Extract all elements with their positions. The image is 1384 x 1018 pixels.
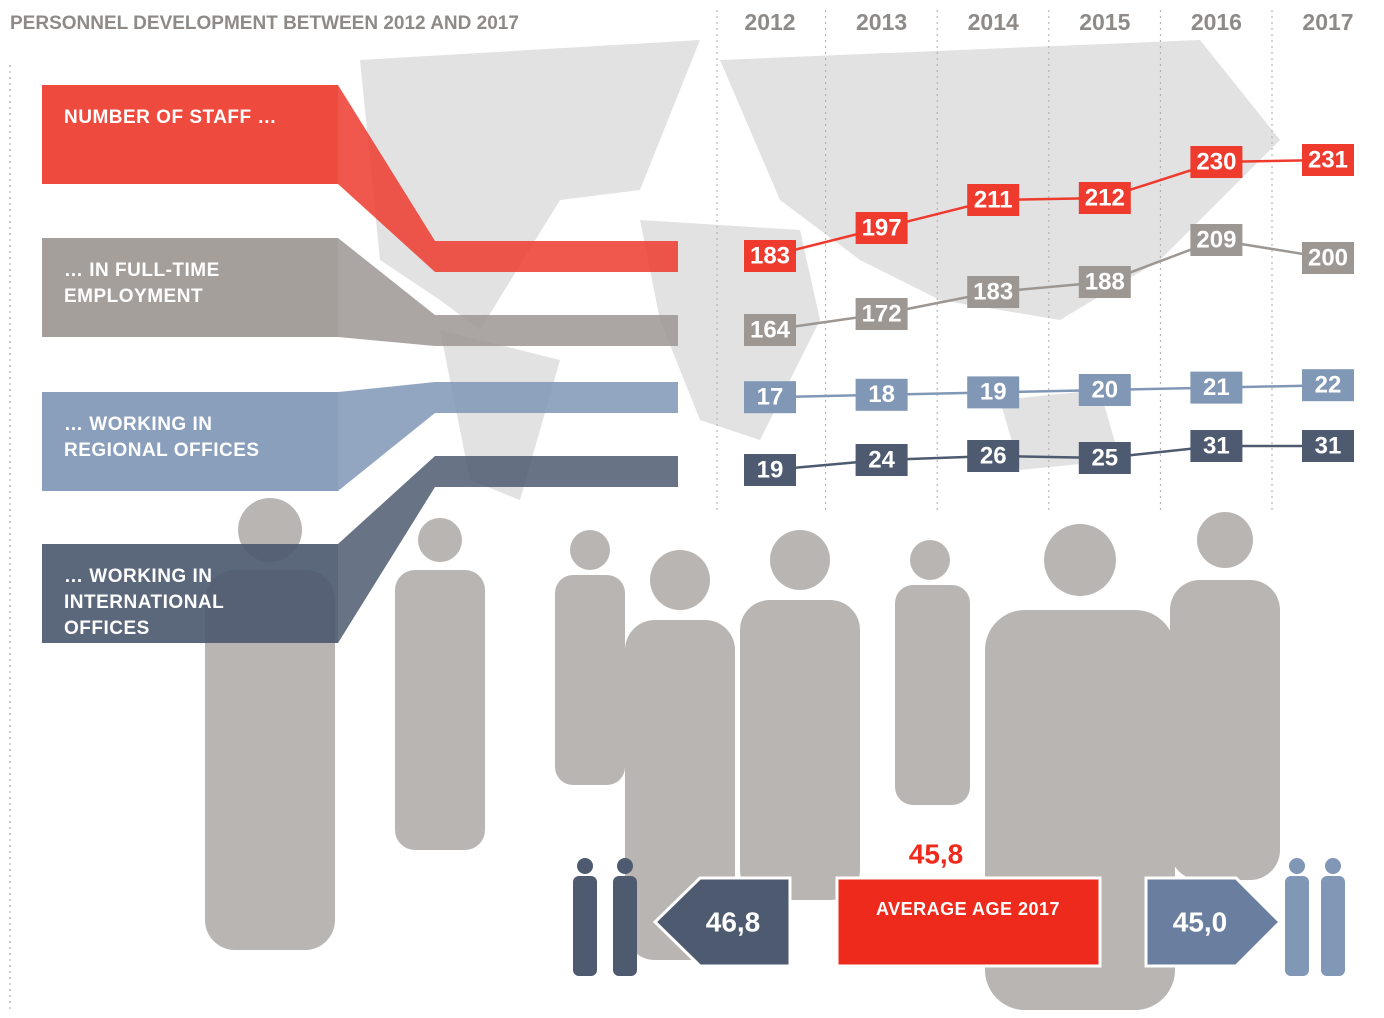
legend-swatch bbox=[42, 85, 338, 184]
legend-label: … WORKING IN REGIONAL OFFICES bbox=[64, 412, 309, 464]
chart: PERSONNEL DEVELOPMENT BETWEEN 2012 AND 2… bbox=[0, 0, 1384, 1018]
person-icon bbox=[1289, 858, 1305, 874]
data-label: 19 bbox=[757, 456, 784, 483]
x-tick-label: 2014 bbox=[968, 9, 1019, 35]
person-icon bbox=[577, 858, 593, 874]
legend-band bbox=[435, 456, 678, 487]
legend-band bbox=[435, 241, 678, 272]
age-value: 46,8 bbox=[706, 906, 761, 937]
person-icon bbox=[1325, 858, 1341, 874]
data-label: 230 bbox=[1196, 148, 1236, 175]
x-tick-label: 2012 bbox=[744, 9, 795, 35]
data-label: 31 bbox=[1203, 432, 1230, 459]
person-icon bbox=[617, 858, 633, 874]
person-icon bbox=[1285, 876, 1309, 976]
data-label: 231 bbox=[1308, 146, 1348, 173]
person-icon bbox=[613, 876, 637, 976]
data-label: 164 bbox=[750, 316, 791, 343]
infographic: PERSONNEL DEVELOPMENT BETWEEN 2012 AND 2… bbox=[0, 0, 1384, 1018]
legend-band bbox=[435, 382, 678, 413]
x-tick-label: 2016 bbox=[1191, 9, 1242, 35]
legend-label: … IN FULL-TIME EMPLOYMENT bbox=[64, 258, 309, 310]
data-label: 26 bbox=[980, 442, 1007, 469]
data-label: 188 bbox=[1085, 268, 1125, 295]
chart-title: PERSONNEL DEVELOPMENT BETWEEN 2012 AND 2… bbox=[10, 13, 519, 34]
data-label: 18 bbox=[868, 381, 895, 408]
data-label: 25 bbox=[1091, 444, 1118, 471]
x-tick-label: 2015 bbox=[1079, 9, 1130, 35]
legend-label: … WORKING IN INTERNATIONAL OFFICES bbox=[64, 564, 309, 642]
data-label: 20 bbox=[1091, 376, 1118, 403]
x-tick-label: 2013 bbox=[856, 9, 907, 35]
data-label: 31 bbox=[1315, 432, 1342, 459]
data-label: 183 bbox=[750, 242, 790, 269]
data-label: 209 bbox=[1196, 226, 1236, 253]
data-label: 211 bbox=[974, 186, 1013, 213]
data-label: 197 bbox=[862, 214, 902, 241]
data-label: 200 bbox=[1308, 244, 1348, 271]
data-label: 183 bbox=[973, 278, 1013, 305]
x-tick-label: 2017 bbox=[1302, 9, 1353, 35]
age-value: 45,8 bbox=[909, 838, 964, 869]
person-icon bbox=[1321, 876, 1345, 976]
age-box-total bbox=[837, 878, 1100, 966]
legend-label: NUMBER OF STAFF … bbox=[64, 105, 309, 131]
age-value: 45,0 bbox=[1173, 906, 1228, 937]
legend-band bbox=[435, 315, 678, 346]
data-label: 21 bbox=[1203, 374, 1230, 401]
data-label: 17 bbox=[757, 384, 784, 411]
data-label: 19 bbox=[980, 379, 1007, 406]
data-label: 172 bbox=[862, 300, 902, 327]
data-label: 24 bbox=[868, 446, 895, 473]
data-label: 22 bbox=[1315, 372, 1342, 399]
age-label: AVERAGE AGE 2017 bbox=[868, 896, 1068, 922]
person-icon bbox=[573, 876, 597, 976]
data-label: 212 bbox=[1085, 184, 1125, 211]
